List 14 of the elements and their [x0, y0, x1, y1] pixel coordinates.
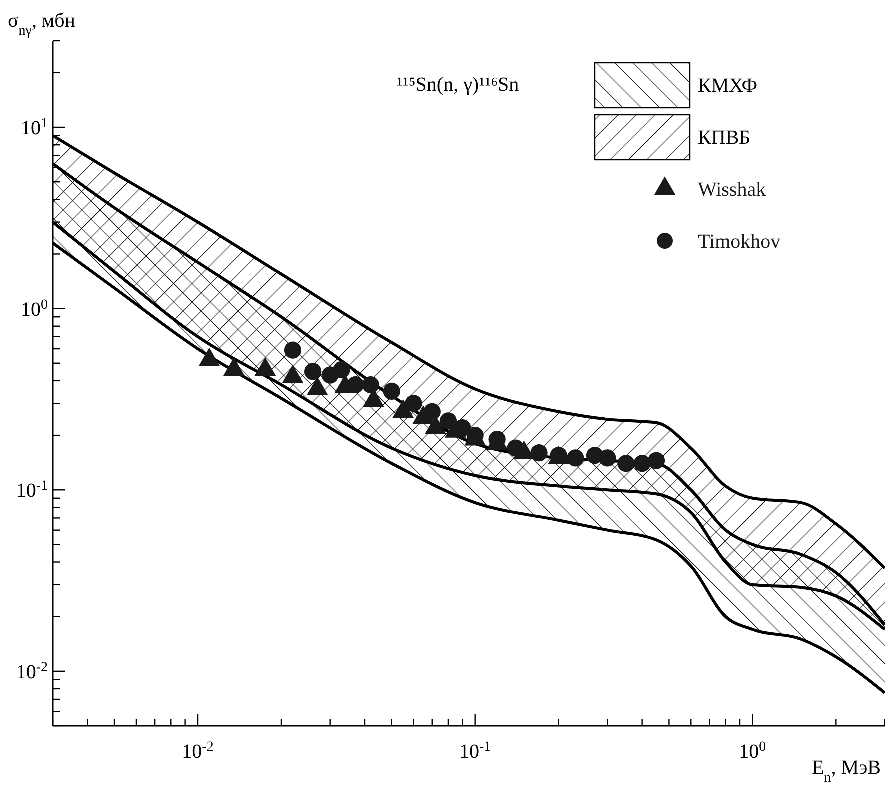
y-tick-label: 10$^{1}$ [21, 116, 48, 140]
x-tick-label: 10$^{-1}$ [460, 740, 492, 763]
y-tick-label: 10$^{0}$ [21, 297, 48, 321]
y-tick-label: 10$^{-1}$ [16, 478, 48, 502]
legend-label: КМХФ [698, 75, 758, 97]
y-tick-label: 10$^{-2}$ [16, 660, 48, 684]
x-tick-label: 10$^{-2}$ [182, 740, 214, 763]
legend-label: Wisshak [698, 179, 766, 201]
x-tick-label: 10$^{0}$ [739, 740, 766, 763]
text: ¹¹⁵Sn(n, γ)¹¹⁶Sn [396, 74, 520, 96]
x-axis-title: E$_{n}$, МэВ [812, 757, 881, 786]
y-axis-title: σ$_{nγ}$, мбн [8, 10, 76, 38]
legend-label: Timokhov [698, 231, 781, 253]
legend-label: КПВБ [698, 127, 751, 149]
